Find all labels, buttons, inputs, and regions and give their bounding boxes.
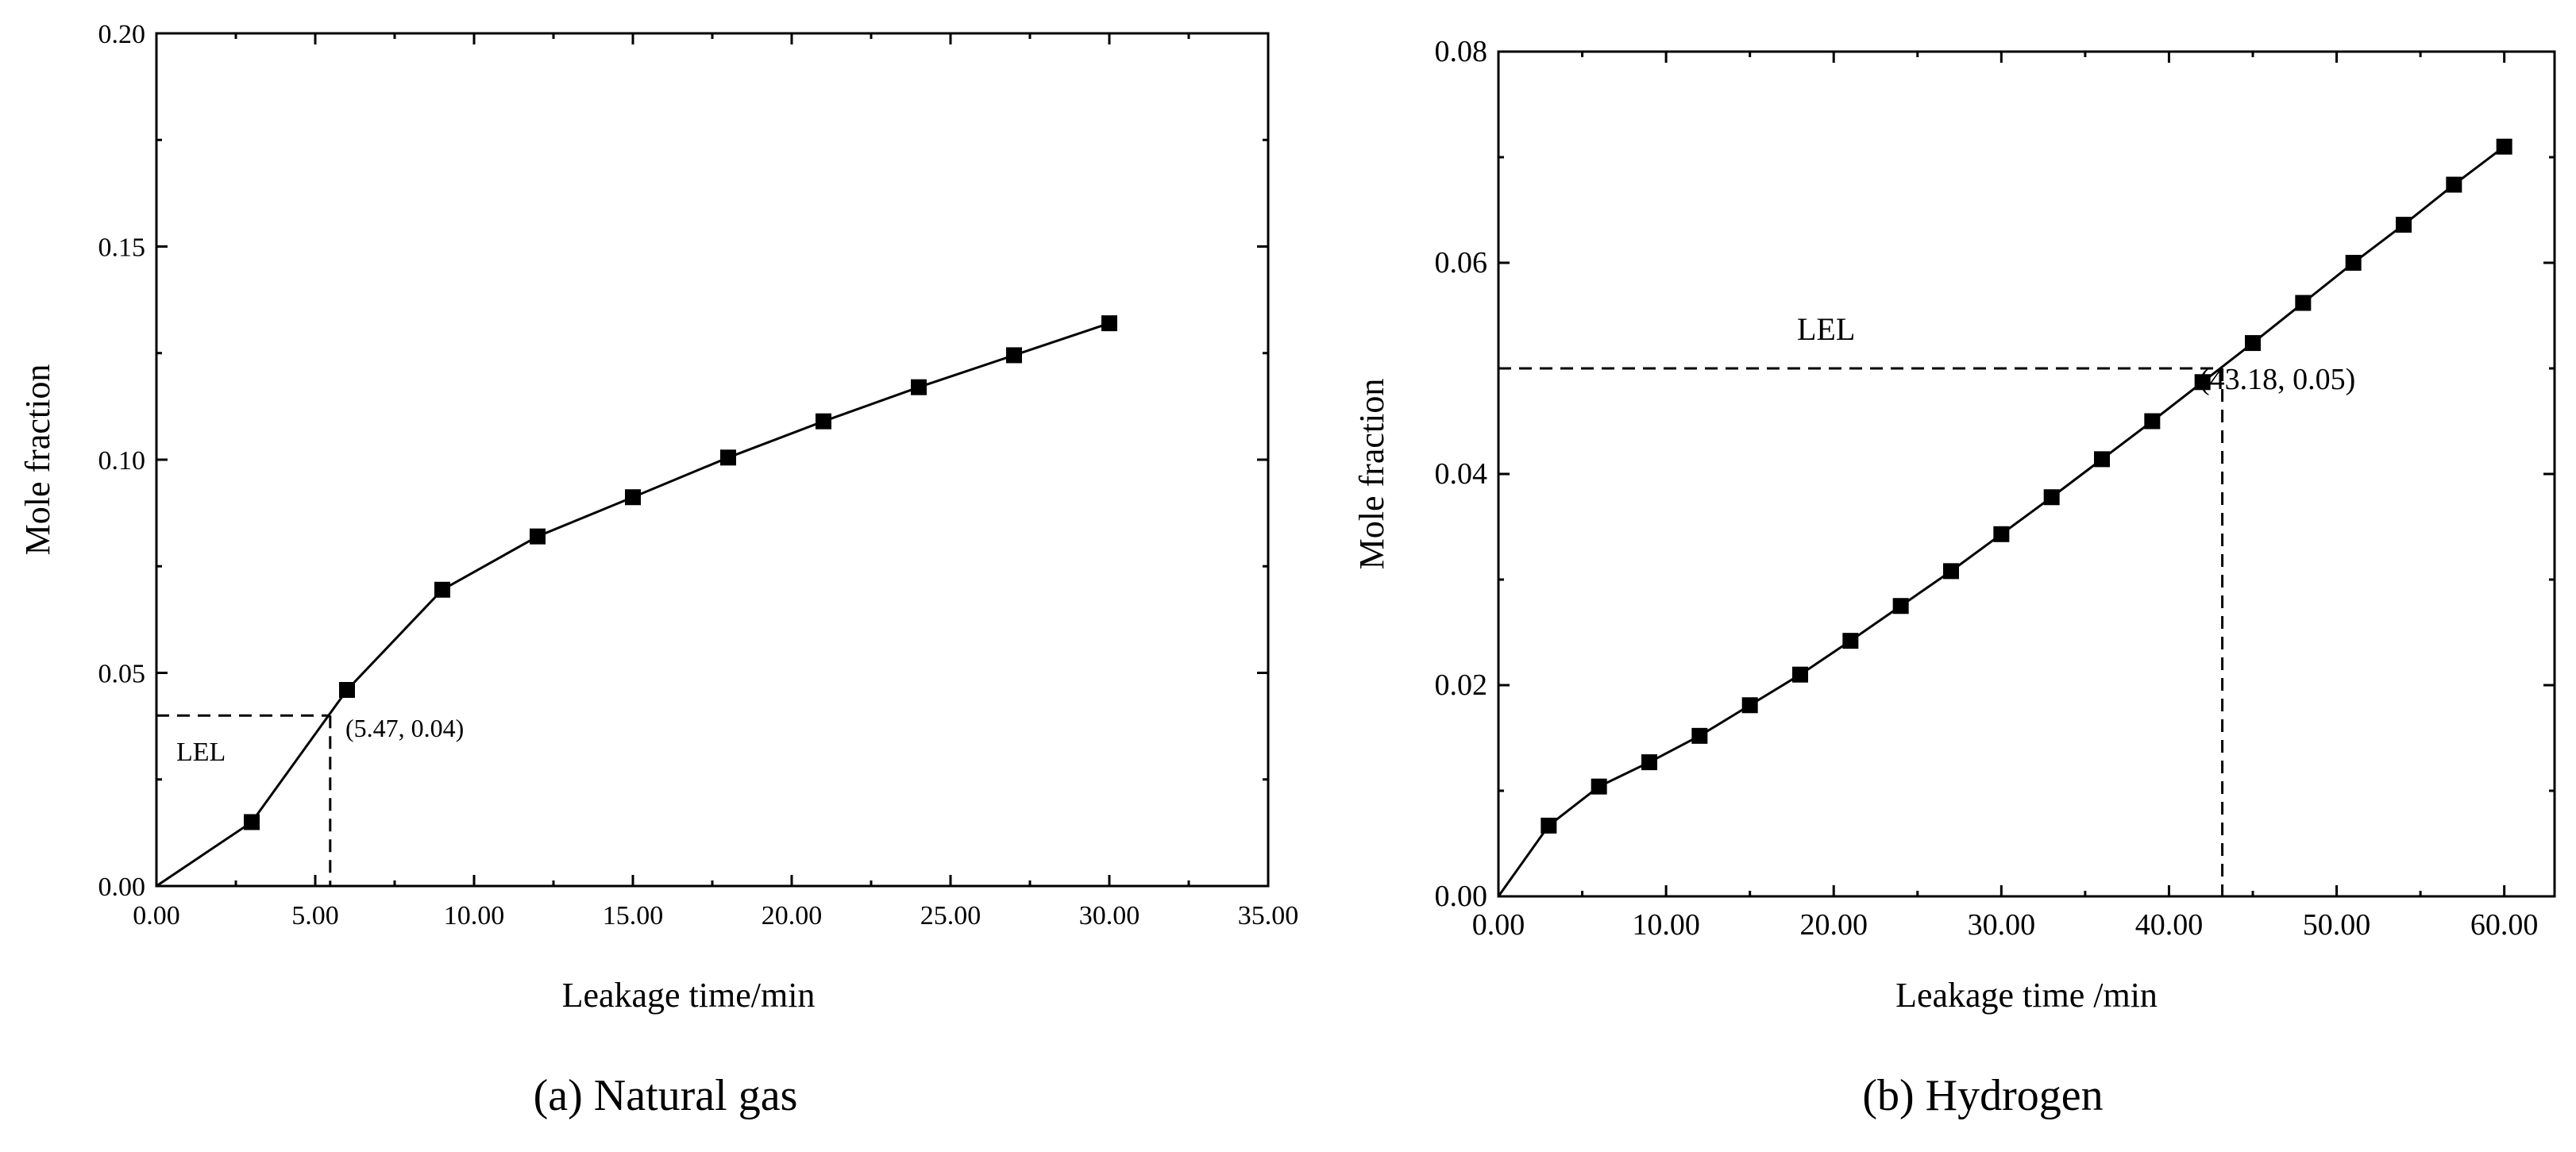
panel-caption-b: (b) Hydrogen (1862, 1071, 2103, 1120)
data-point-b-3 (1641, 754, 1657, 771)
data-point-b-13 (2144, 413, 2161, 430)
data-point-a-9 (1006, 347, 1022, 364)
data-point-b-5 (1741, 697, 1758, 714)
panel-b-hydrogen: 0.00 10.00 20.00 30.00 40.00 50.00 60.00 0.00 0.… (1352, 35, 2556, 1120)
data-point-b-11 (2043, 489, 2060, 506)
x-tick-label-b-5: 50.00 (2303, 908, 2371, 942)
data-point-a-2 (339, 681, 355, 698)
y-tick-label-b-4: 0.08 (1435, 35, 1488, 68)
lel-lines-a (156, 714, 332, 886)
x-tick-label-a-1: 5.00 (291, 901, 339, 930)
ticks-a: 0.00 5.00 10.00 15.00 20.00 25.00 30.00 35.00 0.… (98, 20, 1299, 930)
data-point-b-8 (1892, 598, 1909, 615)
ticks-b: 0.00 10.00 20.00 30.00 40.00 50.00 60.00 0.00 0.… (1435, 35, 2555, 942)
lel-label-a: LEL (176, 738, 226, 767)
x-tick-label-a-7: 35.00 (1238, 901, 1299, 930)
y-tick-label-a-1: 0.05 (98, 660, 146, 689)
x-tick-label-b-4: 40.00 (2135, 908, 2204, 942)
y-axis-label-a: Mole fraction (18, 364, 57, 556)
data-point-b-7 (1842, 633, 1859, 649)
data-point-a-3 (434, 581, 450, 598)
y-tick-label-a-2: 0.10 (98, 446, 146, 476)
x-tick-label-b-1: 10.00 (1632, 908, 1700, 942)
x-tick-label-b-2: 20.00 (1799, 908, 1868, 942)
x-tick-label-a-5: 25.00 (920, 901, 981, 930)
y-tick-label-b-1: 0.02 (1435, 668, 1488, 702)
y-tick-label-b-0: 0.00 (1435, 880, 1488, 913)
x-tick-label-b-6: 60.00 (2470, 908, 2539, 942)
series-a (156, 315, 1117, 888)
data-point-a-6 (720, 449, 736, 466)
data-point-b-15 (2245, 335, 2261, 352)
data-point-b-18 (2396, 217, 2412, 233)
x-tick-label-a-4: 20.00 (762, 901, 823, 930)
y-axis-label-b: Mole fraction (1352, 379, 1391, 570)
data-point-b-1 (1541, 817, 1557, 834)
data-point-a-5 (625, 489, 641, 506)
data-point-b-4 (1691, 727, 1708, 744)
x-tick-label-a-2: 10.00 (444, 901, 505, 930)
data-point-b-20 (2496, 138, 2512, 155)
data-point-b-14 (2194, 374, 2211, 391)
data-point-b-2 (1591, 778, 1607, 795)
data-point-b-10 (1993, 526, 2010, 542)
data-point-b-19 (2446, 176, 2462, 193)
lel-annotation-a: (5.47, 0.04) (345, 714, 464, 742)
y-tick-label-a-3: 0.15 (98, 233, 146, 263)
plot-frame-a (155, 32, 1270, 888)
panel-caption-a: (a) Natural gas (534, 1071, 798, 1120)
data-point-b-16 (2295, 295, 2312, 311)
data-point-b-17 (2345, 255, 2362, 271)
y-tick-label-b-3: 0.06 (1435, 246, 1488, 279)
y-tick-label-b-2: 0.04 (1435, 457, 1488, 491)
lel-label-b: LEL (1797, 311, 1855, 347)
x-axis-label-a: Leakage time/min (562, 976, 816, 1015)
data-point-a-10 (1101, 315, 1117, 332)
series-line-a-0 (156, 322, 1110, 888)
lel-annotation-b: (43.18, 0.05) (2200, 363, 2355, 396)
data-point-a-8 (911, 379, 927, 395)
x-tick-label-b-3: 30.00 (1968, 908, 2036, 942)
x-tick-label-a-6: 30.00 (1079, 901, 1140, 930)
y-tick-label-a-4: 0.20 (98, 20, 146, 49)
y-tick-label-a-0: 0.00 (98, 873, 146, 902)
series-b (1497, 138, 2512, 897)
data-point-a-4 (530, 528, 546, 545)
lel-lines-b (1498, 367, 2224, 896)
x-tick-label-a-3: 15.00 (603, 901, 664, 930)
data-point-b-9 (1943, 563, 1959, 580)
x-tick-label-b-0: 0.00 (1472, 908, 1525, 942)
data-point-b-6 (1792, 666, 1808, 683)
x-axis-label-b: Leakage time /min (1895, 976, 2158, 1015)
data-point-a-7 (816, 413, 831, 430)
data-point-b-12 (2094, 451, 2110, 468)
x-tick-label-a-0: 0.00 (133, 901, 180, 930)
data-point-a-1 (244, 814, 260, 830)
panel-a-natural-gas: 0.00 5.00 10.00 15.00 20.00 25.00 30.00 35.00 0.… (18, 20, 1298, 1120)
